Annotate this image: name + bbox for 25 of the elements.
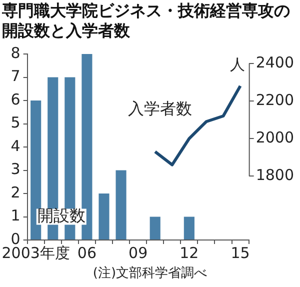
- y-tick-label: 3: [10, 160, 20, 178]
- y-tick-label: 8: [10, 44, 20, 62]
- y2-tick-label: 2200: [256, 90, 294, 109]
- x-tick-label: 06: [77, 244, 96, 262]
- y2-axis-title: 人: [230, 55, 245, 74]
- y-tick-label: 5: [10, 114, 20, 132]
- bar: [184, 216, 194, 240]
- bar: [98, 194, 110, 240]
- y-tick-label: 2: [10, 183, 20, 202]
- y-tick-label: 6: [10, 90, 20, 108]
- bar: [116, 170, 126, 240]
- y2-tick-label: 1800: [256, 166, 294, 184]
- x-tick-label: 15: [230, 244, 250, 262]
- x-tick-label: 12: [180, 244, 199, 262]
- y-tick-label: 1: [10, 206, 20, 225]
- y2-tick-label: 2400: [256, 53, 294, 72]
- text: (注)文部科学省調べ: [92, 265, 208, 282]
- x-tick-label: 09: [128, 244, 148, 262]
- series-label: 開設数: [37, 206, 86, 225]
- series-label: 入学者数: [128, 98, 192, 118]
- y-tick-label: 4: [10, 136, 20, 155]
- y-tick-label: 7: [10, 67, 20, 86]
- y2-tick-label: 2000: [256, 128, 294, 146]
- bar: [150, 216, 160, 240]
- chart-title: 専門職大学院ビジネス・技術経営専攻の開設数と入学者数: [2, 1, 291, 41]
